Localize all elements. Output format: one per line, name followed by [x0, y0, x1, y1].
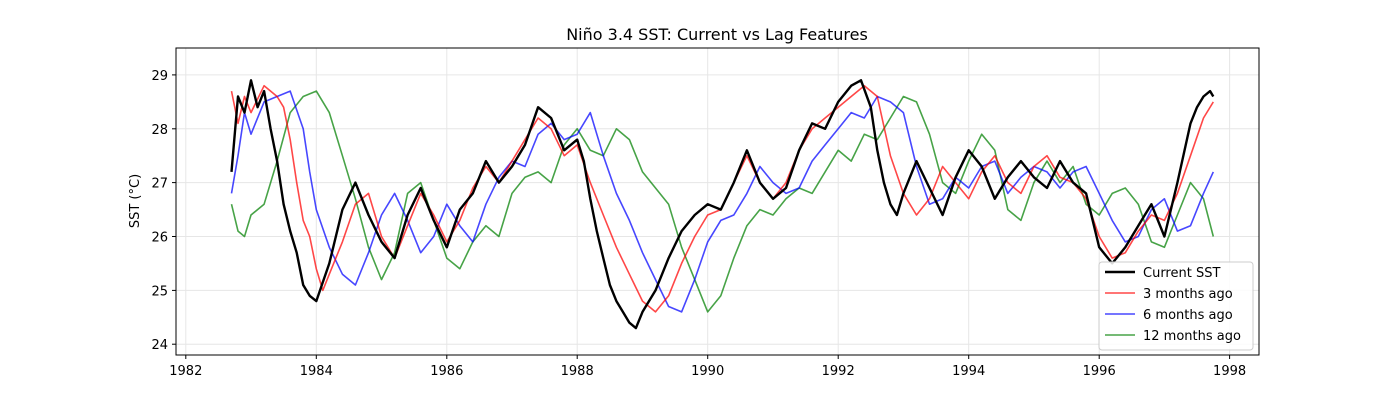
- x-tick-label: 1984: [300, 364, 333, 379]
- x-tick-label: 1982: [169, 364, 202, 379]
- plot-frame: [175, 47, 1260, 356]
- legend: Current SST 3 months ago 6 months ago 12…: [1098, 261, 1254, 351]
- legend-label-current: Current SST: [1143, 266, 1220, 281]
- axis-ticks: 1982 1984 1986 1988 1990 1992 1994 1996 1998 24 25…: [151, 69, 1246, 379]
- series-line-12-months-ago: [230, 90, 1215, 313]
- series-line-6-months-ago: [230, 90, 1215, 313]
- y-axis-label: SST (°C): [128, 174, 143, 228]
- legend-label-12-months: 12 months ago: [1143, 329, 1241, 344]
- x-tick-label: 1992: [822, 364, 855, 379]
- y-tick-label: 27: [151, 177, 168, 192]
- y-tick-label: 26: [151, 231, 168, 246]
- series-layer: [230, 79, 1215, 330]
- y-tick-label: 28: [151, 123, 168, 138]
- y-tick-label: 24: [151, 338, 168, 353]
- x-tick-label: 1998: [1213, 364, 1246, 379]
- grid: [176, 48, 1259, 355]
- legend-label-6-months: 6 months ago: [1143, 308, 1233, 323]
- y-tick-label: 29: [151, 69, 168, 84]
- x-tick-label: 1996: [1083, 364, 1116, 379]
- y-tick-label: 25: [151, 284, 168, 299]
- legend-label-3-months: 3 months ago: [1143, 287, 1233, 302]
- x-tick-label: 1990: [691, 364, 724, 379]
- x-tick-label: 1994: [952, 364, 985, 379]
- series-line-3-months-ago: [230, 84, 1214, 313]
- chart-title: Niño 3.4 SST: Current vs Lag Features: [566, 25, 868, 44]
- legend-box: [1098, 261, 1254, 351]
- series-line-current-sst: [230, 79, 1215, 330]
- x-tick-label: 1988: [561, 364, 594, 379]
- x-tick-label: 1986: [430, 364, 463, 379]
